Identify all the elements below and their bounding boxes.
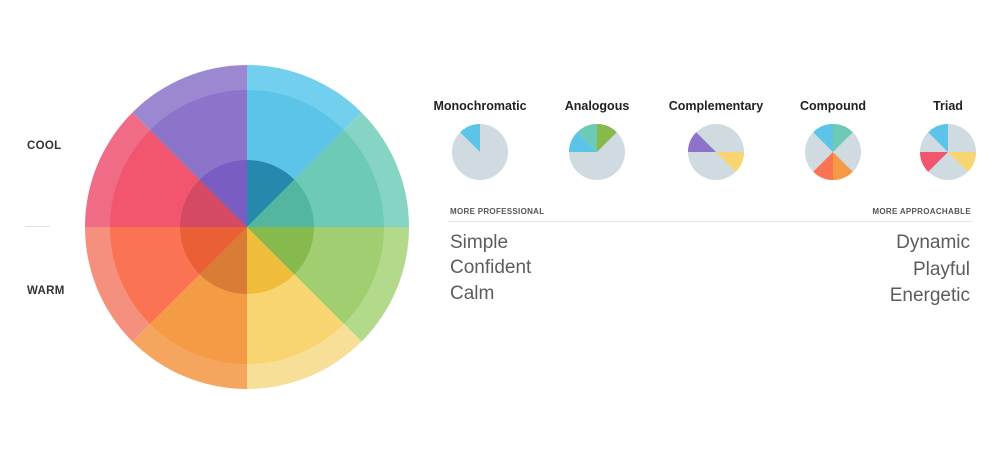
scheme-title-complementary: Complementary <box>668 99 764 113</box>
word-dynamic: Dynamic <box>896 232 970 253</box>
analogous-scheme-icon <box>569 124 625 180</box>
more-professional-label: MORE PROFESSIONAL <box>450 207 545 216</box>
scheme-title-analogous: Analogous <box>564 99 630 113</box>
compound-wedge-0 <box>813 124 833 152</box>
wheel-inner-light-orange-segment <box>199 227 247 294</box>
complementary-wedge-0 <box>688 132 716 152</box>
wheel-inner-green-segment <box>247 227 314 275</box>
complementary-scheme-icon <box>688 124 744 180</box>
more-approachable-label: MORE APPROACHABLE <box>872 207 971 216</box>
word-confident: Confident <box>450 257 532 278</box>
monochromatic-scheme-icon <box>452 124 508 180</box>
scale-axis-line <box>448 221 972 222</box>
wheel-inner-orange-red-segment <box>180 227 247 275</box>
triad-wedge-1 <box>948 152 976 172</box>
analogous-wedge-0 <box>569 132 597 152</box>
wheel-inner-purple-segment <box>199 160 247 227</box>
scheme-title-compound: Compound <box>800 99 866 113</box>
triad-scheme-icon <box>920 124 976 180</box>
triad-wedge-2 <box>920 152 948 172</box>
cool-warm-divider <box>25 226 50 227</box>
wheel-inner-red-segment <box>179 179 247 227</box>
word-playful: Playful <box>912 259 970 280</box>
warm-label: WARM <box>27 285 65 297</box>
color-wheel <box>85 65 409 389</box>
scheme-title-triad: Triad <box>933 99 963 113</box>
analogous-wedge-2 <box>597 124 617 152</box>
wheel-inner-blue-segment <box>247 159 295 227</box>
complementary-wedge-1 <box>716 152 744 172</box>
cool-label: COOL <box>27 140 62 152</box>
wheel-inner-teal-segment <box>247 179 314 227</box>
monochromatic-wedge-0 <box>460 124 480 152</box>
word-calm: Calm <box>450 283 495 304</box>
compound-wedge-2 <box>833 152 853 180</box>
wheel-inner-yellow-segment <box>247 227 295 294</box>
scheme-title-monochromatic: Monochromatic <box>433 99 527 113</box>
compound-scheme-icon <box>805 124 861 180</box>
analogous-wedge-1 <box>577 124 597 152</box>
compound-wedge-3 <box>813 152 833 180</box>
compound-wedge-1 <box>833 124 853 152</box>
word-energetic: Energetic <box>889 285 970 306</box>
triad-wedge-0 <box>928 124 948 152</box>
word-simple: Simple <box>450 232 509 253</box>
